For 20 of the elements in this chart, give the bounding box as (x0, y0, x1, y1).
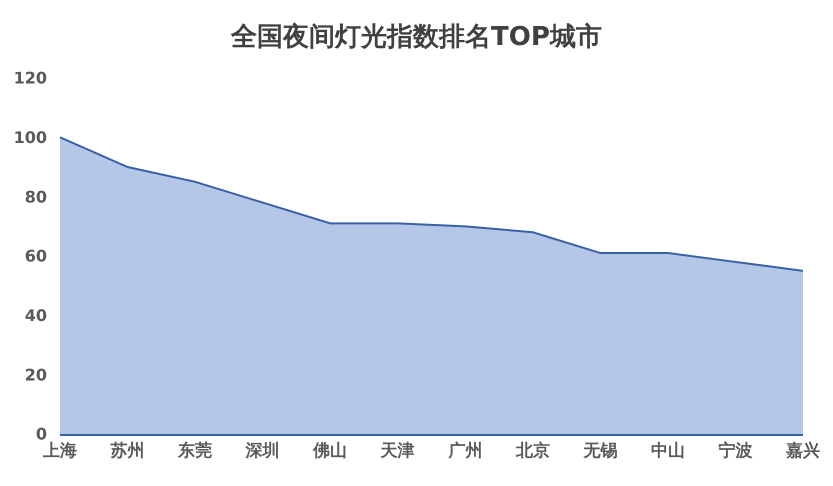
x-tick-label: 佛山 (312, 441, 348, 462)
y-tick-label: 20 (24, 365, 47, 384)
y-tick-label: 120 (14, 68, 47, 88)
x-tick-label: 东莞 (177, 441, 212, 462)
x-tick-label: 深圳 (244, 441, 280, 462)
x-tick-label: 嘉兴 (786, 441, 820, 462)
x-tick-label: 天津 (380, 441, 415, 462)
y-tick-label: 0 (36, 424, 47, 444)
x-tick-label: 宁波 (718, 441, 752, 462)
x-tick-label: 苏州 (110, 441, 145, 462)
x-tick-label: 广州 (447, 441, 482, 462)
y-tick-label: 100 (14, 128, 47, 147)
x-tick-label: 北京 (514, 441, 550, 462)
y-tick-label: 60 (24, 246, 47, 266)
x-tick-label: 中山 (650, 441, 685, 462)
y-tick-label: 80 (24, 187, 47, 206)
chart-title: 全国夜间灯光指数排名TOP城市 (230, 22, 602, 52)
x-tick-label: 无锡 (582, 441, 618, 462)
x-tick-label: 上海 (42, 441, 77, 462)
y-tick-label: 40 (24, 306, 47, 325)
